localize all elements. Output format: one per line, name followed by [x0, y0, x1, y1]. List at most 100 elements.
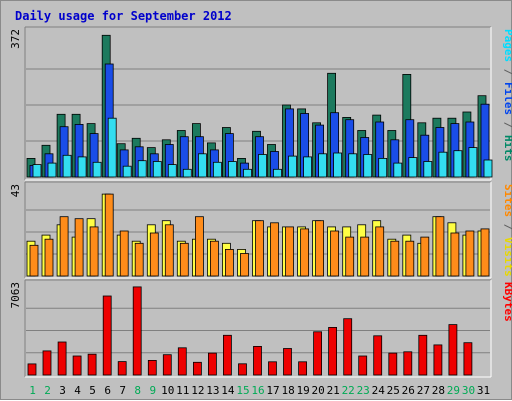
bar-kbytes-day-14: [222, 334, 232, 376]
bar-sites-day-28: [435, 216, 445, 277]
bar-sites-day-16: [255, 220, 264, 277]
bar-sites-day-17: [270, 222, 279, 277]
bar-kbytes-day-27: [418, 334, 428, 376]
x-tick-label-day-5: 5: [89, 384, 96, 397]
bar-kbytes-day-3: [57, 341, 67, 376]
bar-kbytes-day-16: [253, 345, 262, 376]
legend-part-2: Files: [502, 82, 512, 115]
bar-kbytes-day-28: [433, 344, 443, 376]
bar-pages-day-3: [62, 154, 72, 178]
bar-kbytes-day-10: [162, 354, 172, 376]
x-tick-label-day-8: 8: [134, 384, 141, 397]
x-tick-label-day-16: 16: [251, 384, 264, 397]
bar-sites-day-1: [29, 244, 39, 277]
x-tick-label-day-19: 19: [296, 384, 309, 397]
bar-kbytes-day-2: [42, 350, 52, 376]
bar-kbytes-day-23: [358, 355, 368, 376]
bar-sites-day-10: [164, 224, 174, 277]
bar-kbytes-day-22: [343, 318, 353, 376]
bar-sites-day-15: [240, 253, 249, 277]
bar-pages-day-6: [107, 117, 117, 178]
bar-pages-day-30: [468, 147, 478, 178]
bar-kbytes-day-15: [238, 363, 247, 376]
x-tick-label-day-25: 25: [387, 384, 400, 397]
bar-pages-day-16: [258, 154, 267, 178]
bar-sites-day-21: [330, 230, 340, 277]
bar-kbytes-day-19: [298, 361, 308, 376]
bar-kbytes-day-25: [388, 352, 398, 376]
bar-pages-day-28: [438, 151, 448, 178]
bar-kbytes-day-17: [268, 361, 277, 376]
bar-sites-day-18: [285, 226, 294, 277]
y-max-label: 43: [9, 184, 22, 197]
x-tick-label-day-2: 2: [44, 384, 51, 397]
bar-kbytes-day-20: [313, 331, 323, 376]
x-tick-label-day-22: 22: [342, 384, 355, 397]
bar-kbytes-day-29: [448, 324, 458, 376]
y-max-label: 372: [9, 29, 22, 49]
x-tick-label-day-11: 11: [176, 384, 189, 397]
x-tick-label-day-13: 13: [206, 384, 219, 397]
bar-sites-day-7: [119, 230, 129, 277]
bar-sites-day-20: [315, 220, 325, 277]
bar-pages-day-26: [408, 157, 418, 178]
bar-kbytes-day-24: [373, 335, 383, 376]
bar-kbytes-day-7: [117, 361, 127, 376]
x-tick-label-day-26: 26: [402, 384, 415, 397]
legend: Sites / Visits: [502, 184, 512, 277]
x-tick-label-day-7: 7: [119, 384, 126, 397]
bar-pages-day-12: [197, 153, 207, 178]
x-tick-label-day-28: 28: [432, 384, 445, 397]
legend-part-1: /: [502, 62, 512, 82]
legend-part-0: KBytes: [502, 282, 512, 322]
legend: Pages / Files / Hits: [502, 29, 512, 162]
bar-kbytes-day-11: [177, 347, 187, 376]
x-tick-label-day-15: 15: [236, 384, 249, 397]
bar-pages-day-19: [303, 156, 313, 178]
bar-sites-day-3: [59, 216, 69, 277]
bar-sites-day-5: [89, 226, 99, 277]
x-tick-label-day-24: 24: [372, 384, 386, 397]
x-tick-label-day-12: 12: [191, 384, 204, 397]
bar-sites-day-8: [134, 242, 144, 277]
bar-sites-day-4: [74, 218, 84, 277]
x-tick-label-day-10: 10: [161, 384, 174, 397]
bar-sites-day-26: [405, 240, 415, 277]
bar-sites-day-30: [465, 230, 475, 277]
bar-sites-day-24: [375, 226, 385, 277]
bar-sites-day-2: [44, 238, 54, 277]
bar-pages-day-29: [453, 150, 463, 178]
bar-pages-day-1: [32, 164, 42, 178]
bar-pages-day-14: [227, 161, 237, 178]
bar-pages-day-22: [348, 153, 358, 178]
bar-pages-day-10: [167, 164, 177, 178]
bar-pages-day-18: [288, 155, 297, 178]
bar-pages-day-24: [378, 157, 388, 178]
x-tick-label-day-27: 27: [417, 384, 430, 397]
bar-kbytes-day-9: [147, 359, 157, 376]
legend-part-1: /: [502, 217, 512, 237]
bar-kbytes-day-30: [463, 342, 473, 376]
chart-title: Daily usage for September 2012: [15, 9, 232, 23]
bar-kbytes-day-12: [192, 361, 202, 376]
bar-sites-day-31: [480, 228, 490, 277]
bar-kbytes-day-26: [403, 351, 413, 376]
legend: KBytes: [502, 282, 512, 322]
x-tick-label-day-6: 6: [104, 384, 111, 397]
bar-kbytes-day-4: [72, 355, 82, 376]
bar-sites-day-14: [224, 248, 234, 277]
bar-sites-day-12: [194, 216, 204, 277]
x-tick-label-day-1: 1: [29, 384, 36, 397]
bar-sites-day-22: [345, 236, 355, 277]
bar-pages-day-23: [363, 154, 373, 178]
bar-sites-day-25: [390, 240, 400, 277]
x-tick-label-day-30: 30: [462, 384, 475, 397]
bar-sites-day-11: [179, 242, 189, 277]
legend-part-2: Visits: [502, 237, 512, 277]
x-tick-label-day-29: 29: [447, 384, 460, 397]
bar-pages-day-13: [212, 161, 222, 178]
bar-pages-day-7: [122, 165, 132, 178]
x-tick-label-day-31: 31: [477, 384, 490, 397]
